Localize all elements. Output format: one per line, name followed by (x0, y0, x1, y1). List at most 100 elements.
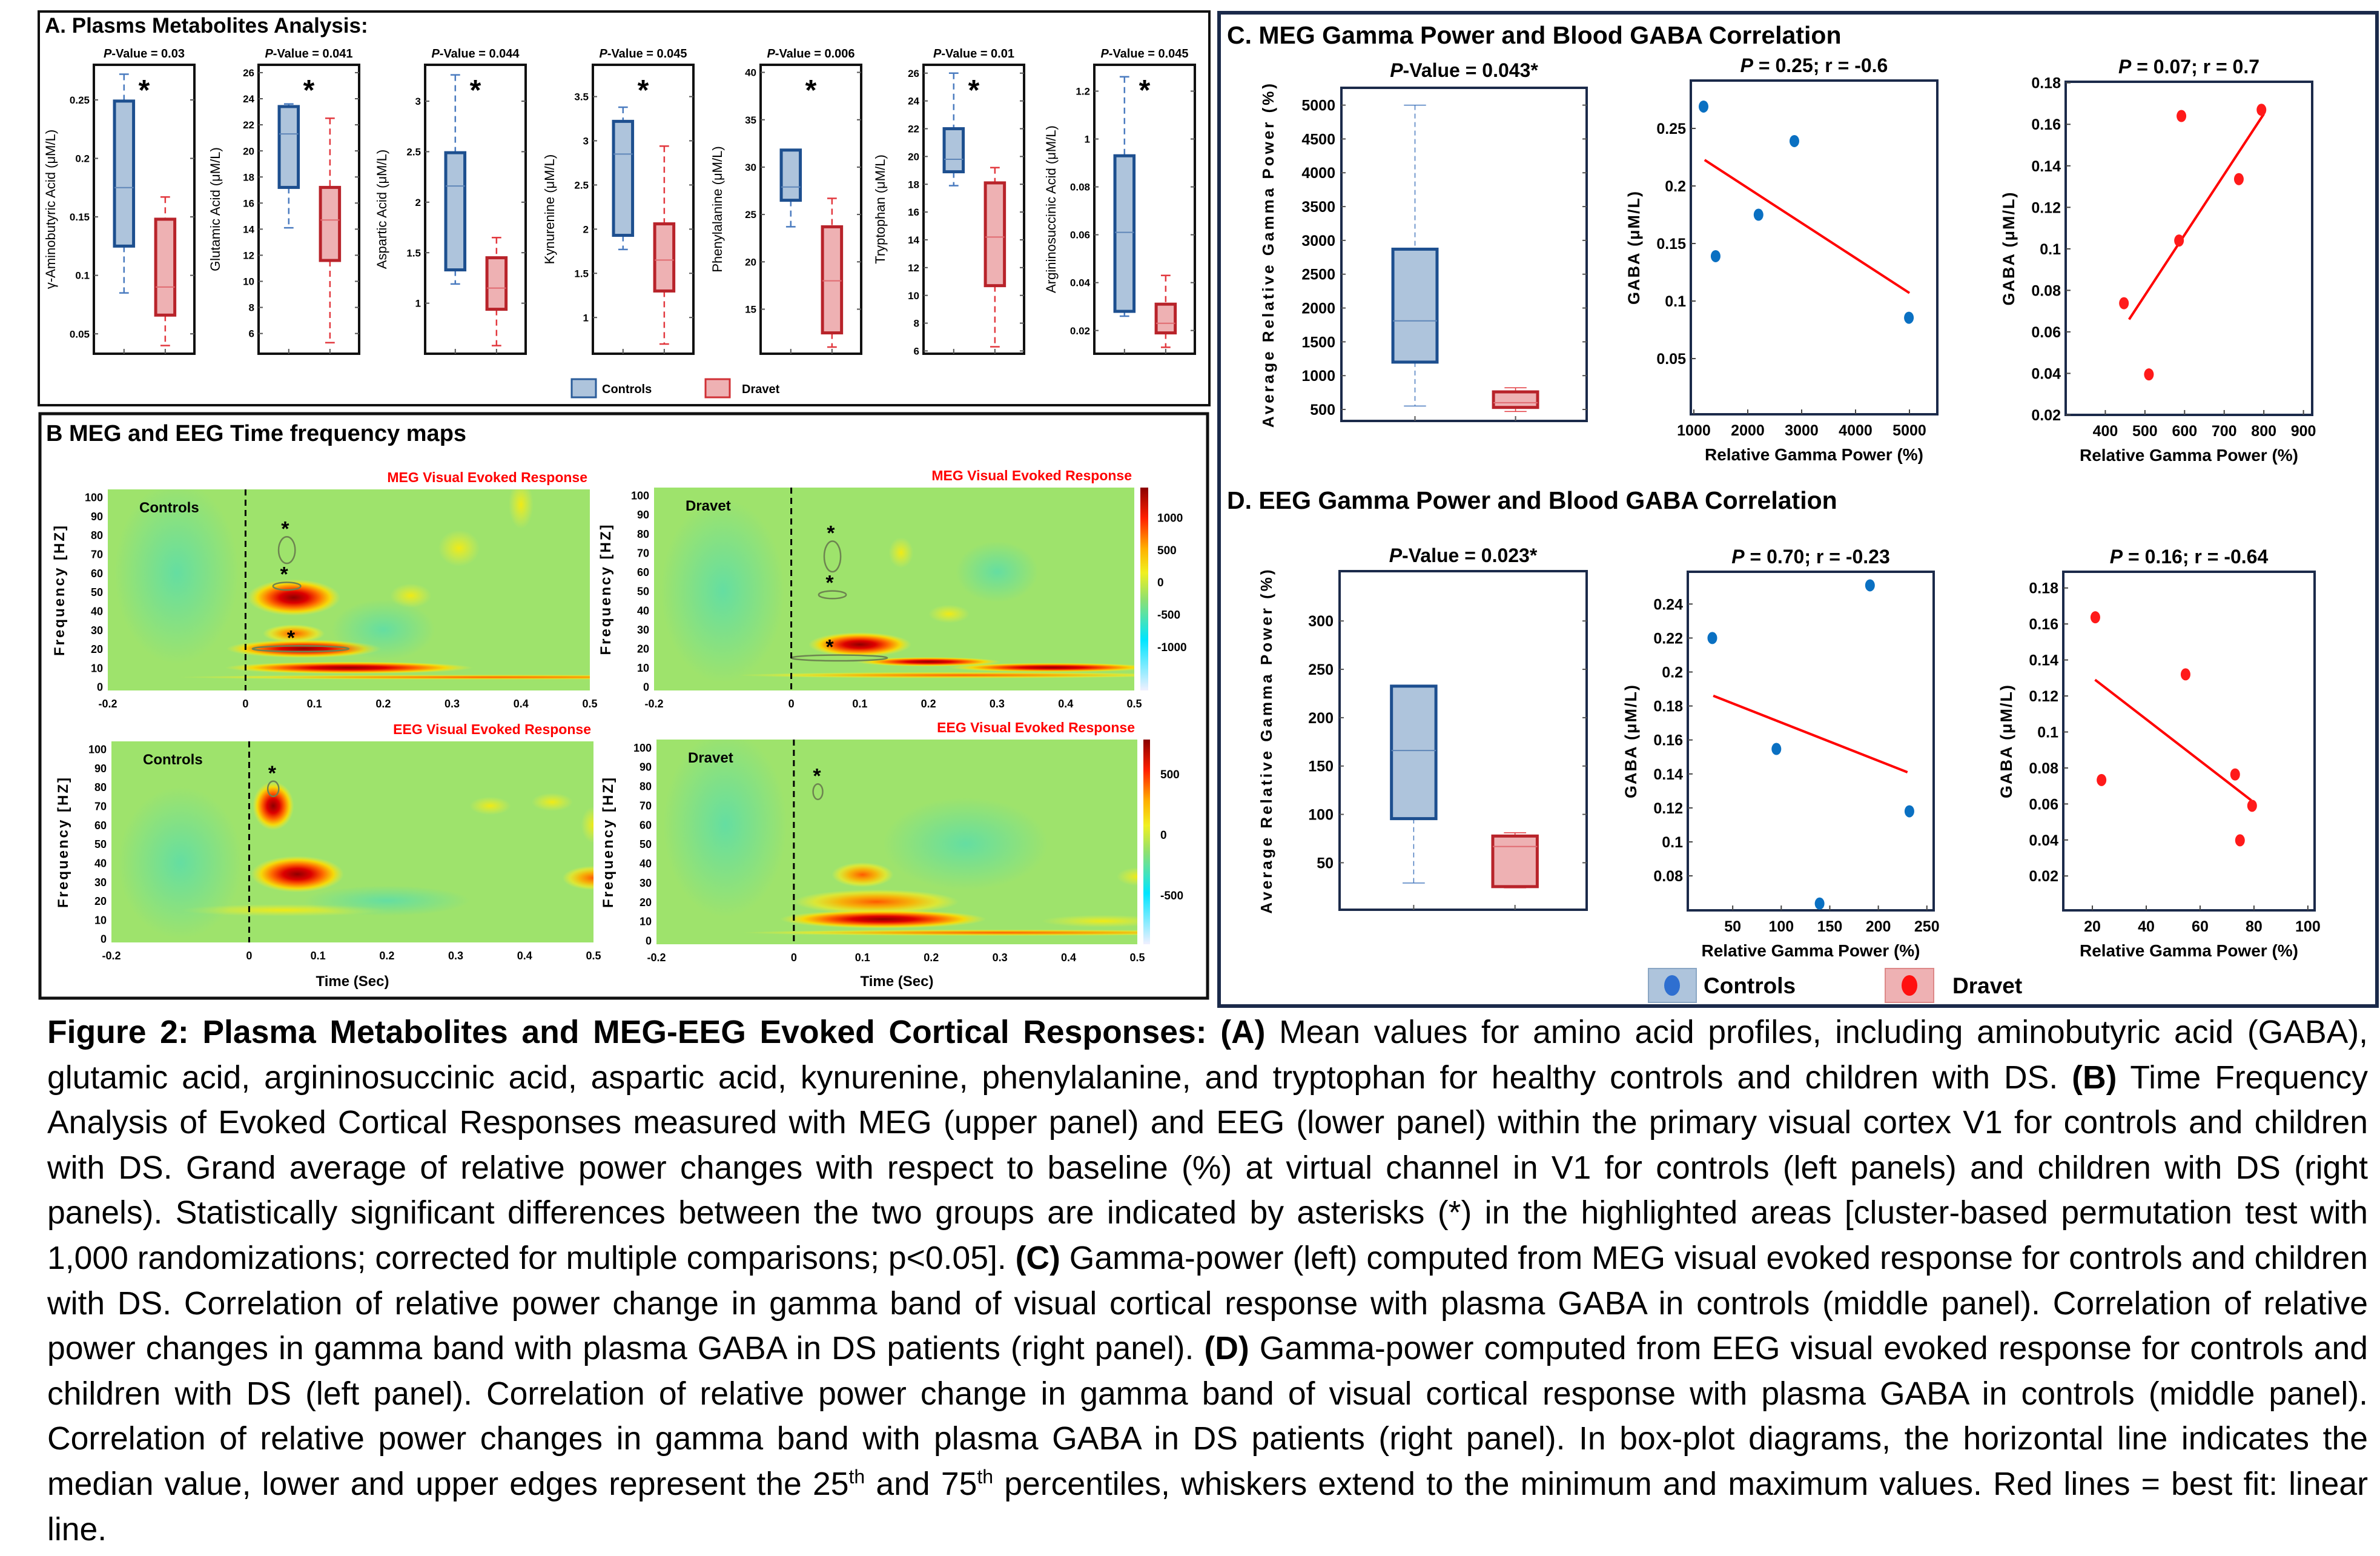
significant-cluster-outline (272, 581, 302, 591)
data-point (1865, 579, 1875, 592)
x-tick-label: 250 (1914, 918, 1940, 935)
y-axis-label: GABA (μM/L) (1622, 684, 1640, 798)
x-tick-label: 200 (1866, 918, 1891, 935)
boxplot: 1 1.5 2 2.5 3 3.5 Kynurenine (μM/L) P-Value = 0… (542, 47, 695, 355)
best-fit-line (2128, 113, 2265, 320)
y-tick-label: 2000 (1301, 300, 1335, 317)
x-tick-label: 0.4 (1061, 952, 1076, 964)
y-tick-label: 0.06 (2029, 796, 2058, 813)
x-axis-label: Relative Gamma Power (%) (2080, 446, 2298, 465)
interquartile-box (1391, 247, 1439, 364)
y-tick-label: 300 (1308, 613, 1334, 630)
y-tick-label: 0.22 (1653, 630, 1683, 647)
y-tick-label: 0.14 (2029, 652, 2058, 669)
title-text: -Value = 0.01 (941, 47, 1014, 61)
plot-frame (2064, 81, 2313, 416)
box-dravet (154, 196, 177, 346)
power-hotspot (949, 663, 1134, 672)
panel-b-title: B MEG and EEG Time frequency maps (46, 421, 466, 446)
x-axis-label: Time (Sec) (316, 973, 389, 990)
y-tick-label: 0.15 (1656, 236, 1686, 253)
y-tick-label: 0.2 (1662, 664, 1683, 681)
time-frequency-map: * * * 0 10 20 30 40 50 60 70 80 90 100 -0.2 0 0.1 0.2 0.3 0… (51, 469, 598, 710)
box-controls (1390, 684, 1438, 884)
data-point (1753, 208, 1764, 221)
chart-title: P-Value = 0.044 (431, 47, 520, 61)
x-axis-label: Time (Sec) (861, 973, 934, 990)
p-symbol: P (1390, 59, 1403, 81)
title-text: = 0.70; r = -0.23 (1745, 546, 1890, 568)
heatmap-image (108, 489, 590, 690)
power-hotspot (251, 856, 344, 893)
y-tick-label: 1 (583, 312, 589, 323)
caption-text: and 75 (865, 1466, 977, 1502)
data-point (1771, 743, 1782, 755)
power-hotspot (508, 489, 534, 529)
y-tick-label: 10 (640, 916, 652, 928)
legend-label-controls: Controls (602, 383, 652, 396)
box-controls (1113, 76, 1136, 317)
data-point (2233, 173, 2244, 185)
plot-frame (93, 64, 196, 355)
significance-asterisk: * (287, 626, 296, 649)
x-tick-label: 1000 (1677, 422, 1711, 439)
y-tick-label: 15 (745, 304, 756, 316)
power-hotspot (562, 866, 593, 890)
data-point (2230, 768, 2240, 781)
scatter-plot: 50 100 150 200 250 0.08 0.1 0.12 0.14 0.16 0.18 0.2… (1622, 546, 1940, 960)
y-tick-label: 0 (643, 681, 649, 694)
y-tick-label: 40 (637, 604, 649, 617)
plot-frame (1687, 571, 1935, 912)
power-hotspot (661, 498, 785, 683)
y-tick-label: 90 (637, 509, 649, 521)
legend-label-dravet: Dravet (742, 383, 780, 396)
title-text: -Value = 0.045 (607, 47, 687, 61)
data-point (2144, 368, 2154, 381)
y-tick-label: 0.18 (2029, 580, 2058, 597)
x-tick-label: 50 (1724, 918, 1741, 935)
x-tick-label: -0.2 (102, 950, 121, 962)
x-tick-label: 0.3 (448, 950, 463, 962)
chart-title: P-Value = 0.045 (599, 47, 687, 61)
data-point (2174, 234, 2184, 247)
box-dravet (319, 118, 342, 343)
panel-d-title: D. EEG Gamma Power and Blood GABA Correl… (1227, 486, 1837, 514)
data-point (1699, 100, 1709, 113)
y-tick-label: 18 (908, 179, 919, 190)
significance-asterisk: * (638, 74, 649, 107)
p-symbol: P (1389, 545, 1403, 566)
y-tick-label: 18 (243, 171, 254, 183)
p-symbol: P (2110, 546, 2123, 568)
interquartile-box (485, 256, 508, 311)
y-tick-label: 0.12 (1653, 800, 1683, 817)
significance-asterisk: * (813, 764, 821, 787)
significance-asterisk: * (825, 636, 834, 659)
power-hotspot (176, 675, 590, 680)
power-hotspot (928, 604, 970, 623)
y-tick-label: 500 (1310, 402, 1335, 419)
box-dravet (1491, 832, 1539, 889)
y-tick-label: 0.1 (1662, 834, 1683, 851)
power-hotspot (469, 796, 511, 815)
y-tick-label: 1.2 (1076, 86, 1090, 98)
p-symbol: P (599, 47, 607, 61)
chart-title: P-Value = 0.041 (265, 47, 352, 61)
interquartile-box (1154, 302, 1177, 335)
power-hotspot (808, 632, 911, 657)
caption-bold-text: Figure 2: Plasma Metabolites and MEG-EEG… (47, 1015, 1207, 1050)
title-text: = 0.25; r = -0.6 (1753, 55, 1888, 76)
data-point (2180, 668, 2190, 681)
heatmap-image (656, 740, 1137, 944)
x-tick-label: 20 (2084, 918, 2101, 935)
title-text: = 0.07; r = 0.7 (2131, 56, 2259, 78)
y-tick-label: 100 (1308, 807, 1334, 824)
modality-label: MEG Visual Evoked Response (931, 468, 1132, 483)
interquartile-box (983, 181, 1007, 288)
caption-bold-text: (D) (1204, 1331, 1249, 1367)
boxplot: 1 1.5 2 2.5 3 Aspartic Acid (μM/L) P-Value = 0… (374, 47, 527, 355)
x-axis-label: Relative Gamma Power (%) (1705, 445, 1923, 464)
y-tick-label: 70 (94, 800, 107, 812)
y-tick-label: 0.08 (1070, 182, 1090, 193)
y-tick-label: 80 (640, 781, 652, 793)
y-tick-label: 0.12 (2031, 199, 2061, 216)
